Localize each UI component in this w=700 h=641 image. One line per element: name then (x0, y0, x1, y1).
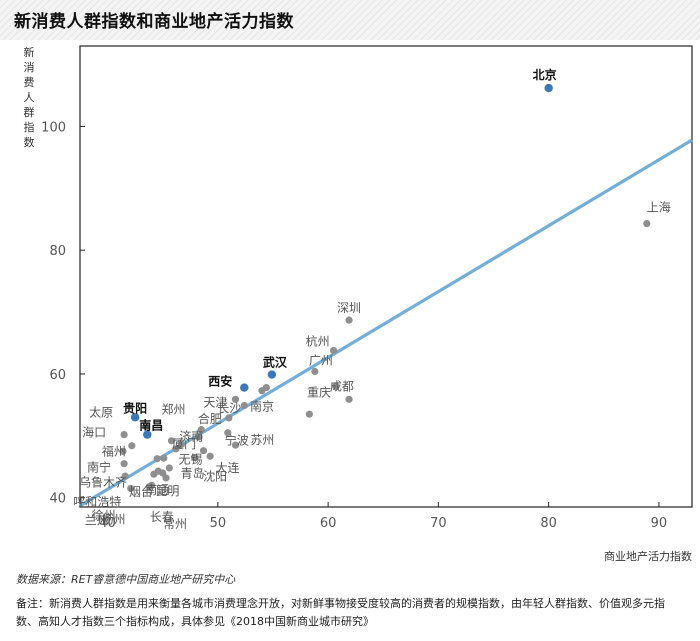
point-上海 (643, 219, 651, 228)
plot-frame (79, 45, 693, 508)
title-band: 新消费人群指数和商业地产活力指数 (0, 0, 700, 40)
point-武汉 (267, 370, 277, 379)
point-宁波 (224, 429, 232, 437)
y-axis-ticks: 40 60 80 100 (41, 120, 85, 507)
label-兰州: 兰州 (85, 513, 109, 527)
point-成都 (332, 382, 340, 390)
label-上海: 上海 (647, 200, 671, 215)
x-axis-title: 商业地产活力指数 (604, 549, 692, 563)
point-福州 (128, 442, 136, 450)
label-宁波: 宁波 (225, 433, 249, 448)
point-深圳 (345, 316, 353, 324)
label-深圳: 深圳 (337, 301, 361, 315)
label-杭州: 杭州 (306, 333, 330, 348)
point-郑州 (231, 395, 240, 403)
label-西安: 西安 (208, 374, 232, 389)
label-乌鲁木齐: 乌鲁木齐 (79, 475, 127, 490)
point-广州 (311, 367, 319, 376)
point-无锡 (199, 447, 208, 455)
point-哈尔滨 (160, 454, 168, 462)
y-tick-label: 100 (41, 120, 66, 135)
point-徐州 (148, 481, 156, 489)
point-大连 (231, 441, 240, 449)
label-青岛: 青岛 (181, 465, 205, 480)
point-济南 (197, 426, 205, 434)
label-成都: 成都 (330, 379, 354, 393)
point-温州 (172, 445, 180, 453)
footnote: 备注：新消费人群指数是用来衡量各城市消费理念开放，对新鲜事物接受度较高的消费者的… (16, 597, 665, 628)
label-呼和浩特: 呼和浩特 (73, 494, 121, 509)
points-layer (119, 83, 651, 493)
point-海口 (120, 431, 128, 439)
label-常州: 常州 (163, 517, 187, 531)
label-天津: 天津 (203, 396, 227, 410)
point-苏州 (305, 410, 313, 418)
point-乌鲁木齐 (120, 460, 128, 468)
label-广州: 广州 (309, 353, 333, 367)
label-南昌: 南昌 (139, 418, 163, 433)
label-厦门: 厦门 (172, 436, 196, 451)
label-武汉: 武汉 (263, 355, 288, 370)
point-兰州 (127, 484, 135, 493)
label-苏州: 苏州 (250, 433, 274, 447)
point-重庆 (345, 395, 353, 403)
label-太原: 太原 (89, 405, 113, 420)
point-南昌 (143, 430, 152, 439)
point-贵阳 (130, 413, 140, 422)
point-长沙 (240, 401, 248, 410)
label-无锡: 无锡 (179, 452, 203, 467)
point-合肥 (225, 414, 233, 422)
y-tick-label: 60 (49, 368, 66, 383)
x-tick-label: 80 (540, 516, 557, 531)
point-石家庄 (153, 455, 161, 463)
x-tick-label: 60 (320, 516, 337, 531)
label-南京: 南京 (250, 399, 274, 414)
label-南宁: 南宁 (87, 459, 111, 474)
point-佛山 (177, 440, 186, 449)
x-tick-label: 50 (210, 516, 227, 531)
label-大连: 大连 (215, 460, 239, 475)
label-烟台: 烟台 (129, 484, 153, 499)
label-昆明: 昆明 (155, 484, 179, 498)
label-贵阳: 贵阳 (123, 400, 147, 415)
label-徐州: 徐州 (92, 507, 116, 522)
label-郑州: 郑州 (161, 401, 185, 416)
point-杭州 (330, 346, 338, 355)
point-厦门 (195, 433, 203, 441)
label-海口: 海口 (82, 425, 106, 440)
point-呼和浩特 (121, 472, 129, 480)
point-南宁 (119, 447, 127, 455)
y-tick-label: 40 (49, 492, 66, 507)
label-南通: 南通 (145, 482, 169, 497)
point-天津 (262, 383, 270, 392)
label-长春: 长春 (150, 510, 174, 524)
label-沈阳: 沈阳 (203, 468, 227, 483)
point-东莞 (167, 437, 176, 445)
label-长沙: 长沙 (217, 402, 241, 416)
point-西安 (240, 383, 249, 392)
x-tick-label: 70 (430, 516, 447, 531)
point-北京 (544, 83, 553, 93)
label-重庆: 重庆 (307, 385, 331, 399)
label-扬州: 扬州 (101, 512, 125, 527)
point-常州 (162, 474, 170, 482)
x-axis-ticks: 40 50 60 70 80 90 (99, 502, 667, 531)
point-青岛 (191, 453, 199, 462)
point-太原 (142, 422, 150, 431)
point-沈阳 (206, 452, 214, 460)
point-昆明 (165, 464, 173, 472)
y-tick-label: 80 (49, 244, 66, 259)
y-axis-title: 新消费人群指数 (24, 45, 35, 149)
plot-area (79, 45, 693, 508)
label-福州: 福州 (102, 444, 126, 459)
label-济南: 济南 (179, 429, 203, 444)
x-tick-label: 90 (651, 516, 668, 531)
label-北京: 北京 (533, 67, 557, 82)
label-合肥: 合肥 (198, 411, 222, 426)
x-tick-label: 40 (99, 516, 116, 531)
source-note: 数据来源：RET睿意德中国商业地产研究中心 (16, 573, 236, 586)
chart-title: 新消费人群指数和商业地产活力指数 (14, 12, 294, 32)
